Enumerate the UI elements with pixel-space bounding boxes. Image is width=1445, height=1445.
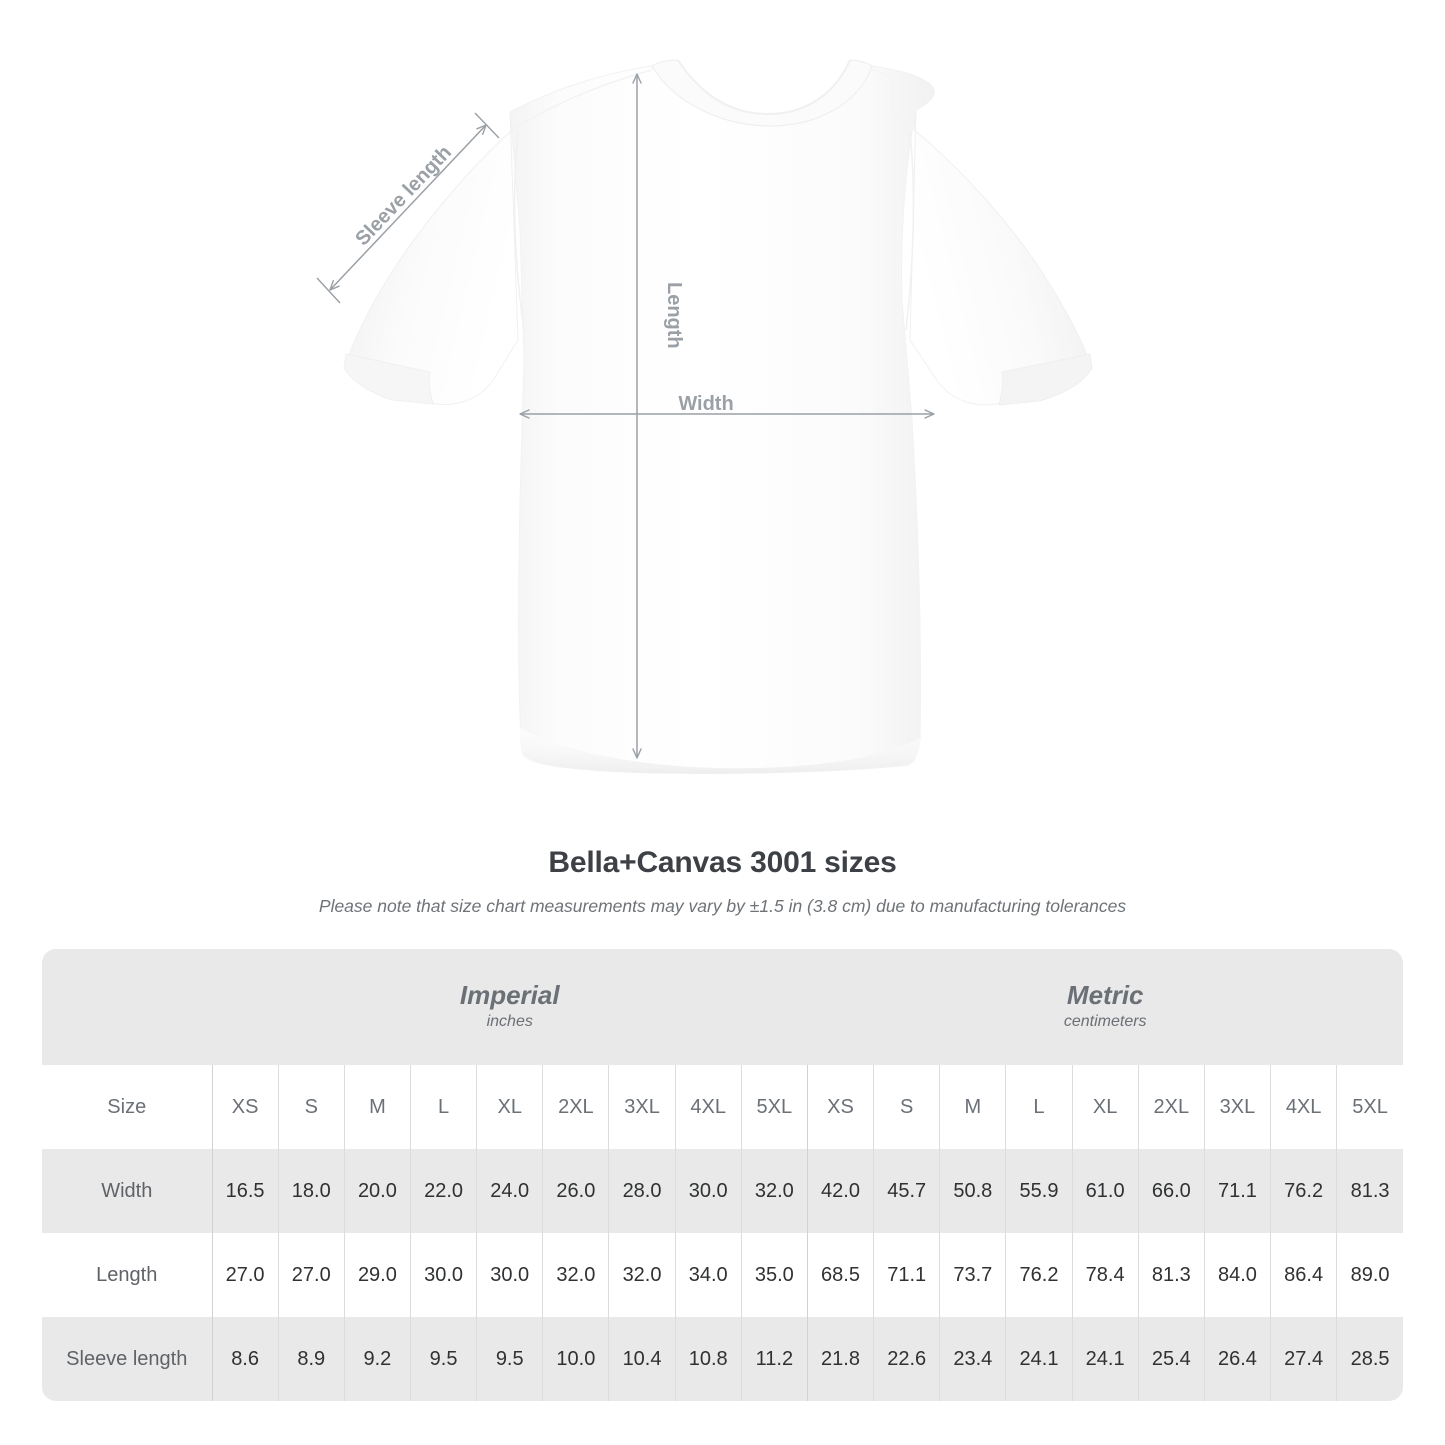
cell-length-in-s: 27.0 bbox=[277, 1233, 345, 1317]
cell-width-cm-s: 45.7 bbox=[873, 1149, 940, 1233]
cell-sleeve-length-in-4xl: 10.8 bbox=[674, 1317, 742, 1401]
cell-width-in-l: 22.0 bbox=[409, 1149, 477, 1233]
size-header-metric-2xl: 2XL bbox=[1137, 1065, 1205, 1149]
cell-length-cm-2xl: 81.3 bbox=[1137, 1233, 1205, 1317]
size-header-row: Size XS S M L XL 2XL 3XL 4XL 5XL XS S M L XL 2XL 3XL 4XL 5… bbox=[42, 1065, 1403, 1149]
cell-width-in-xl: 24.0 bbox=[476, 1149, 543, 1233]
width-label: Width bbox=[678, 393, 733, 415]
unit-group-title: Imperial bbox=[459, 979, 560, 1010]
cell-length-cm-l: 76.2 bbox=[1005, 1233, 1073, 1317]
size-header-label: Size bbox=[42, 1065, 213, 1149]
unit-group-title: Metric bbox=[1066, 979, 1144, 1010]
cell-width-in-xs: 16.5 bbox=[211, 1149, 279, 1233]
cell-length-in-xs: 27.0 bbox=[211, 1233, 279, 1317]
cell-sleeve-length-in-s: 8.9 bbox=[277, 1317, 345, 1401]
cell-width-cm-xl: 61.0 bbox=[1071, 1149, 1139, 1233]
cell-length-cm-s: 71.1 bbox=[873, 1233, 940, 1317]
cell-length-in-xl: 30.0 bbox=[476, 1233, 543, 1317]
length-label: Length bbox=[663, 282, 685, 349]
tolerance-note: Please note that size chart measurements… bbox=[318, 896, 1127, 916]
unit-band-row: Imperial inches Metric centimeters bbox=[42, 949, 1403, 1065]
width-dimension: Width bbox=[519, 393, 935, 419]
cell-sleeve-length-cm-4xl: 27.4 bbox=[1270, 1317, 1337, 1401]
unit-group-subtitle: inches bbox=[486, 1013, 533, 1031]
cell-length-cm-3xl: 84.0 bbox=[1203, 1233, 1271, 1317]
cell-length-in-l: 30.0 bbox=[409, 1233, 477, 1317]
row-label-length: Length bbox=[42, 1233, 213, 1317]
size-header-imperial-5xl: 5XL bbox=[740, 1065, 808, 1149]
row-label-width: Width bbox=[42, 1149, 213, 1233]
tshirt-diagram: Length Width Sleeve length bbox=[316, 59, 1093, 774]
cell-width-cm-m: 50.8 bbox=[939, 1149, 1006, 1233]
size-header-imperial-s: S bbox=[277, 1065, 345, 1149]
size-header-metric-xs: XS bbox=[806, 1065, 874, 1149]
size-header-imperial-xs: XS bbox=[211, 1065, 279, 1149]
size-header-imperial-2xl: 2XL bbox=[542, 1065, 609, 1149]
cell-length-in-m: 29.0 bbox=[343, 1233, 411, 1317]
size-header-imperial-m: M bbox=[343, 1065, 411, 1149]
cell-sleeve-length-cm-s: 22.6 bbox=[873, 1317, 940, 1401]
cell-width-cm-4xl: 76.2 bbox=[1270, 1149, 1337, 1233]
size-header-metric-3xl: 3XL bbox=[1203, 1065, 1271, 1149]
cell-width-cm-xs: 42.0 bbox=[806, 1149, 874, 1233]
page-title: Bella+Canvas 3001 sizes bbox=[548, 846, 897, 879]
size-header-metric-5xl: 5XL bbox=[1336, 1065, 1403, 1149]
cell-sleeve-length-in-xs: 8.6 bbox=[211, 1317, 279, 1401]
size-chart-table: Imperial inches Metric centimeters Size XS S M L… bbox=[42, 949, 1403, 1401]
cell-sleeve-length-cm-3xl: 26.4 bbox=[1203, 1317, 1271, 1401]
unit-group-imperial: Imperial inches bbox=[212, 949, 808, 1065]
cell-width-cm-2xl: 66.0 bbox=[1137, 1149, 1205, 1233]
cell-length-in-2xl: 32.0 bbox=[542, 1233, 609, 1317]
size-header-metric-4xl: 4XL bbox=[1270, 1065, 1337, 1149]
cell-width-cm-5xl: 81.3 bbox=[1336, 1149, 1403, 1233]
table-row: Width 16.5 18.0 20.0 22.0 24.0 26.0 28.0 30.0 32.… bbox=[42, 1149, 1403, 1233]
cell-sleeve-length-cm-l: 24.1 bbox=[1005, 1317, 1073, 1401]
cell-sleeve-length-cm-5xl: 28.5 bbox=[1336, 1317, 1403, 1401]
tshirt-body bbox=[509, 59, 935, 774]
unit-group-subtitle: centimeters bbox=[1063, 1013, 1147, 1031]
cell-sleeve-length-cm-xl: 24.1 bbox=[1071, 1317, 1139, 1401]
cell-length-in-5xl: 35.0 bbox=[740, 1233, 808, 1317]
row-label-sleeve-length: Sleeve length bbox=[42, 1317, 213, 1401]
cell-sleeve-length-in-3xl: 10.4 bbox=[608, 1317, 676, 1401]
table-row: Length 27.0 27.0 29.0 30.0 30.0 32.0 32.0 34.0 35… bbox=[42, 1233, 1403, 1317]
cell-length-in-3xl: 32.0 bbox=[608, 1233, 676, 1317]
cell-width-in-4xl: 30.0 bbox=[674, 1149, 742, 1233]
cell-length-cm-4xl: 86.4 bbox=[1270, 1233, 1337, 1317]
size-header-metric-l: L bbox=[1005, 1065, 1073, 1149]
cell-length-cm-xl: 78.4 bbox=[1071, 1233, 1139, 1317]
cell-sleeve-length-in-5xl: 11.2 bbox=[740, 1317, 808, 1401]
cell-length-cm-m: 73.7 bbox=[939, 1233, 1006, 1317]
cell-sleeve-length-cm-m: 23.4 bbox=[939, 1317, 1006, 1401]
size-header-imperial-3xl: 3XL bbox=[608, 1065, 676, 1149]
tshirt-right-sleeve bbox=[909, 109, 1093, 406]
table-row: Sleeve length 8.6 8.9 9.2 9.5 9.5 10.0 10.4 10.8… bbox=[42, 1317, 1403, 1401]
size-header-metric-m: M bbox=[939, 1065, 1006, 1149]
unit-group-metric: Metric centimeters bbox=[807, 949, 1403, 1065]
cell-sleeve-length-cm-2xl: 25.4 bbox=[1137, 1317, 1205, 1401]
cell-length-cm-xs: 68.5 bbox=[806, 1233, 874, 1317]
cell-width-in-2xl: 26.0 bbox=[542, 1149, 609, 1233]
cell-length-in-4xl: 34.0 bbox=[674, 1233, 742, 1317]
size-header-imperial-4xl: 4XL bbox=[674, 1065, 742, 1149]
cell-sleeve-length-in-xl: 9.5 bbox=[476, 1317, 543, 1401]
unit-band-spacer bbox=[42, 949, 213, 1065]
cell-sleeve-length-in-m: 9.2 bbox=[343, 1317, 411, 1401]
size-header-metric-xl: XL bbox=[1071, 1065, 1139, 1149]
size-header-imperial-l: L bbox=[409, 1065, 477, 1149]
tshirt-illustration: Length Width Sleeve length bbox=[316, 59, 1093, 774]
cell-length-cm-5xl: 89.0 bbox=[1336, 1233, 1403, 1317]
cell-width-in-s: 18.0 bbox=[277, 1149, 345, 1233]
cell-width-in-5xl: 32.0 bbox=[740, 1149, 808, 1233]
cell-width-in-m: 20.0 bbox=[343, 1149, 411, 1233]
cell-sleeve-length-in-2xl: 10.0 bbox=[542, 1317, 609, 1401]
cell-sleeve-length-in-l: 9.5 bbox=[409, 1317, 477, 1401]
cell-sleeve-length-cm-xs: 21.8 bbox=[806, 1317, 874, 1401]
cell-width-in-3xl: 28.0 bbox=[608, 1149, 676, 1233]
size-header-metric-s: S bbox=[873, 1065, 940, 1149]
size-header-imperial-xl: XL bbox=[476, 1065, 543, 1149]
cell-width-cm-3xl: 71.1 bbox=[1203, 1149, 1271, 1233]
cell-width-cm-l: 55.9 bbox=[1005, 1149, 1073, 1233]
